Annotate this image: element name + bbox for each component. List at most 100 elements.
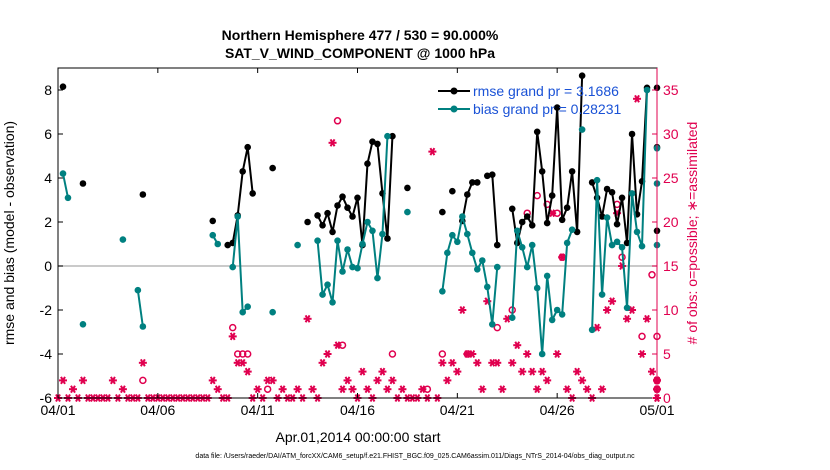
data-point-rmse (59, 83, 67, 90)
data-point-bias (364, 218, 371, 226)
assimilated-marker (618, 262, 627, 270)
assimilated-marker (643, 314, 652, 323)
data-point-rmse (209, 217, 217, 225)
y-tick-label-left: -6 (40, 390, 53, 406)
data-point-bias (334, 237, 341, 244)
assimilated-marker (293, 385, 302, 394)
legend-label-rmse: rmse grand pr = 3.1686 (473, 83, 619, 99)
y-tick-label-right: 35 (663, 82, 679, 98)
data-point-rmse (488, 171, 496, 178)
data-point-rmse (588, 179, 596, 186)
assimilated-marker (493, 358, 502, 367)
data-point-bias (404, 208, 411, 216)
assimilated-marker (253, 385, 262, 394)
assimilated-marker (543, 376, 552, 385)
possible-marker (388, 350, 397, 358)
assimilated-marker (598, 385, 607, 394)
assimilated-marker (573, 367, 582, 376)
assimilated-marker (278, 385, 287, 394)
assimilated-marker (458, 306, 467, 314)
assimilated-marker (118, 385, 127, 394)
data-point-bias (314, 237, 321, 244)
assimilated-marker (238, 358, 247, 367)
x-tick-label: 04/16 (340, 402, 375, 418)
assimilated-marker (648, 367, 657, 376)
data-point-bias (508, 314, 516, 322)
y-tick-label-right: 5 (663, 346, 671, 362)
data-point-bias (553, 306, 561, 314)
data-point-bias (439, 288, 446, 295)
data-point-bias (578, 126, 586, 133)
data-point-bias (444, 249, 451, 257)
data-point-bias (548, 316, 556, 324)
data-point-bias (523, 263, 531, 271)
assimilated-marker (513, 341, 522, 350)
assimilated-marker (328, 138, 337, 147)
data-point-rmse (523, 213, 531, 220)
data-point-bias (623, 304, 631, 312)
assimilated-marker (583, 385, 592, 394)
data-point-bias (344, 246, 351, 253)
series-line-rmse (316, 136, 394, 246)
data-point-rmse (139, 191, 147, 198)
assimilated-marker (518, 367, 527, 376)
data-point-rmse (334, 202, 341, 209)
data-point-bias (339, 268, 346, 275)
possible-marker (263, 385, 272, 393)
data-point-bias (538, 350, 546, 358)
y-axis-left-label: rmse and bias (model - observation) (1, 121, 17, 345)
y-tick-label-left: 4 (44, 170, 52, 186)
assimilated-marker (528, 367, 537, 376)
assimilated-marker (533, 385, 542, 394)
data-point-rmse (374, 140, 381, 148)
possible-marker (139, 376, 147, 385)
footer-data-file: data file: /Users/raeder/DAI/ATM_forcXX/… (195, 453, 635, 460)
data-point-rmse (578, 72, 586, 79)
data-point-rmse (384, 235, 391, 242)
data-point-bias (269, 308, 276, 316)
assimilated-marker (208, 376, 217, 385)
assimilated-marker (68, 385, 77, 394)
data-point-bias (493, 263, 501, 271)
assimilated-marker (523, 350, 532, 358)
data-point-bias (513, 227, 521, 235)
assimilated-marker (338, 385, 347, 394)
data-point-rmse (628, 130, 636, 138)
assimilated-marker (243, 367, 252, 376)
y-axis-left: -6 -4 -2 0 2 4 6 8 (40, 82, 63, 406)
assimilated-marker (453, 367, 462, 376)
series-line-bias (136, 290, 144, 327)
assimilated-marker (318, 358, 327, 367)
x-tick-label: 05/01 (639, 402, 674, 418)
data-point-bias (209, 231, 217, 239)
series-line-rmse (227, 146, 254, 247)
y-tick-label-right: 10 (663, 302, 679, 318)
data-point-bias (603, 214, 611, 221)
data-point-bias (568, 226, 576, 233)
data-point-bias (214, 240, 222, 248)
assimilated-marker (633, 94, 642, 103)
data-point-rmse (239, 168, 246, 175)
assimilated-marker (383, 385, 392, 394)
data-point-rmse (404, 184, 411, 192)
series-line-bias (231, 216, 249, 315)
data-point-rmse (389, 132, 396, 140)
data-point-bias (459, 213, 466, 220)
data-point-bias (638, 242, 646, 250)
legend-label-bias: bias grand pr = 0.28231 (473, 101, 621, 117)
possible-marker (423, 385, 432, 393)
data-point-bias (79, 321, 87, 328)
assimilated-marker (358, 367, 367, 376)
data-point-rmse (533, 128, 541, 136)
data-point-rmse (568, 168, 576, 175)
data-point-bias (543, 272, 551, 280)
y-tick-label-left: 2 (44, 214, 52, 230)
assimilated-marker (268, 376, 277, 385)
data-point-rmse (244, 143, 251, 151)
data-point-bias (593, 176, 601, 184)
data-point-rmse (528, 222, 536, 229)
assimilated-marker (478, 385, 487, 394)
possible-marker (533, 191, 541, 200)
data-point-bias (229, 263, 237, 271)
